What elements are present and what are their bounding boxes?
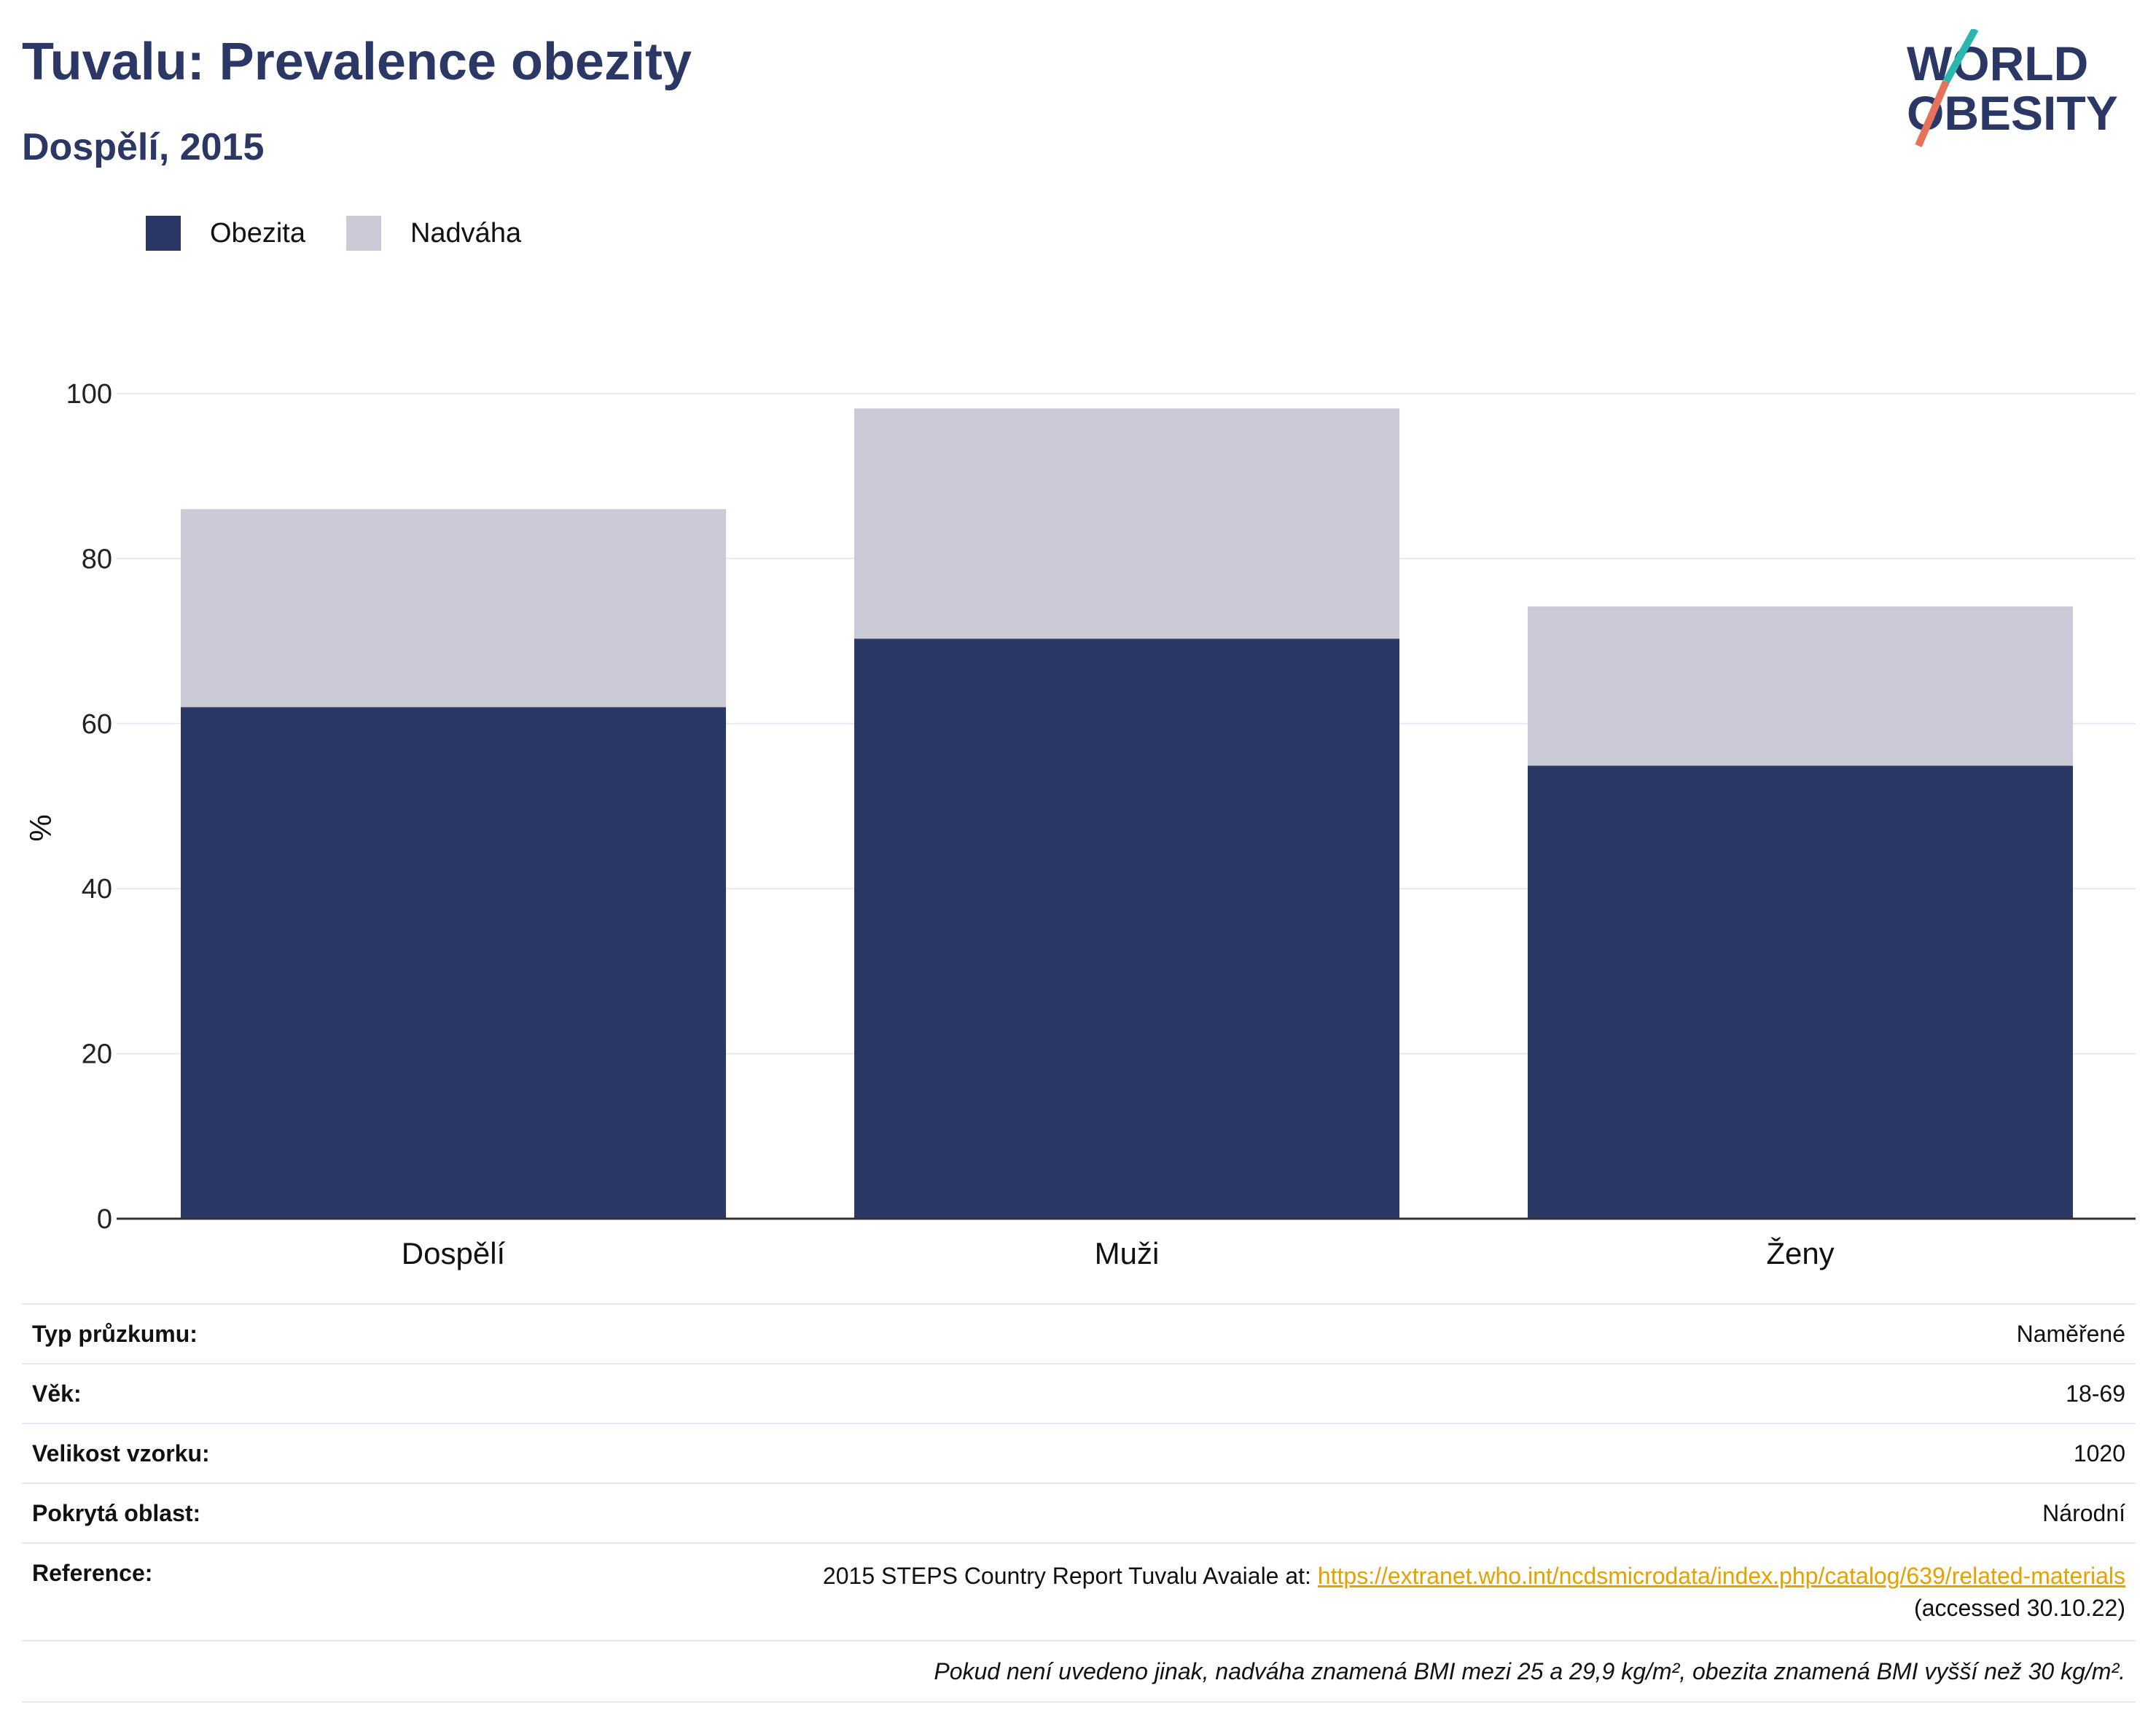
info-row-survey-type: Typ průzkumu: Naměřené	[22, 1303, 2136, 1363]
info-row-age: Věk: 18-69	[22, 1363, 2136, 1423]
sample-label: Velikost vzorku:	[32, 1440, 210, 1467]
info-table: Typ průzkumu: Naměřené Věk: 18-69 Veliko…	[22, 1303, 2136, 1703]
y-tick-label: 40	[82, 874, 112, 905]
page-subtitle: Dospělí, 2015	[22, 126, 265, 168]
reference-label: Reference:	[32, 1560, 153, 1586]
bmi-definition-note: Pokud není uvedeno jinak, nadváha znamen…	[22, 1640, 2136, 1703]
bar-obesity-1	[854, 638, 1399, 1219]
legend-label-overweight: Nadváha	[410, 217, 522, 249]
reference-link[interactable]: https://extranet.who.int/ncdsmicrodata/i…	[1317, 1563, 2125, 1589]
y-tick-label: 100	[66, 379, 112, 410]
legend-label-obesity: Obezita	[210, 217, 305, 249]
svg-text:WORLD: WORLD	[1907, 36, 2088, 90]
bar-obesity-2	[1528, 765, 2073, 1219]
bar-obesity-0	[181, 707, 726, 1219]
info-row-area: Pokrytá oblast: Národní	[22, 1483, 2136, 1542]
legend-item-overweight[interactable]: Nadváha	[345, 216, 522, 251]
bar-overweight-2	[1528, 606, 2073, 766]
area-value: Národní	[2042, 1499, 2125, 1526]
y-axis-title: %	[23, 814, 58, 841]
reference-accessed: (accessed 30.10.22)	[1914, 1595, 2125, 1621]
note-text: Pokud není uvedeno jinak, nadváha znamen…	[934, 1657, 2125, 1684]
area-label: Pokrytá oblast:	[32, 1499, 201, 1526]
y-tick-label: 80	[82, 544, 112, 574]
bar-chart: 0 20 40 60 80 100 Dospělí Muži Ženy%	[23, 379, 2136, 1270]
world-obesity-logo: WORLD OBESITY	[1907, 29, 2118, 147]
x-category-label: Dospělí	[402, 1236, 506, 1270]
info-row-sample: Velikost vzorku: 1020	[22, 1423, 2136, 1483]
legend-swatch-obesity	[146, 216, 181, 251]
bar-overweight-0	[181, 509, 726, 708]
x-category-label: Muži	[1095, 1236, 1160, 1270]
y-tick-label: 60	[82, 709, 112, 740]
y-tick-label: 0	[97, 1204, 112, 1235]
bar-overweight-1	[854, 408, 1399, 639]
age-value: 18-69	[2066, 1380, 2125, 1407]
age-label: Věk:	[32, 1380, 82, 1407]
y-tick-label: 20	[82, 1039, 112, 1070]
page-title: Tuvalu: Prevalence obezity	[22, 33, 692, 91]
survey-type-value: Naměřené	[2016, 1320, 2125, 1347]
chart-legend: Obezita Nadváha	[146, 216, 562, 251]
sample-value: 1020	[2073, 1440, 2125, 1467]
info-row-reference: Reference: 2015 STEPS Country Report Tuv…	[22, 1542, 2136, 1640]
reference-text: 2015 STEPS Country Report Tuvalu Avaiale…	[822, 1563, 1318, 1589]
survey-type-label: Typ průzkumu:	[32, 1320, 198, 1347]
reference-value: 2015 STEPS Country Report Tuvalu Avaiale…	[823, 1560, 2125, 1624]
legend-swatch-overweight	[345, 216, 381, 251]
legend-item-obesity[interactable]: Obezita	[146, 216, 305, 251]
x-category-label: Ženy	[1766, 1236, 1834, 1270]
